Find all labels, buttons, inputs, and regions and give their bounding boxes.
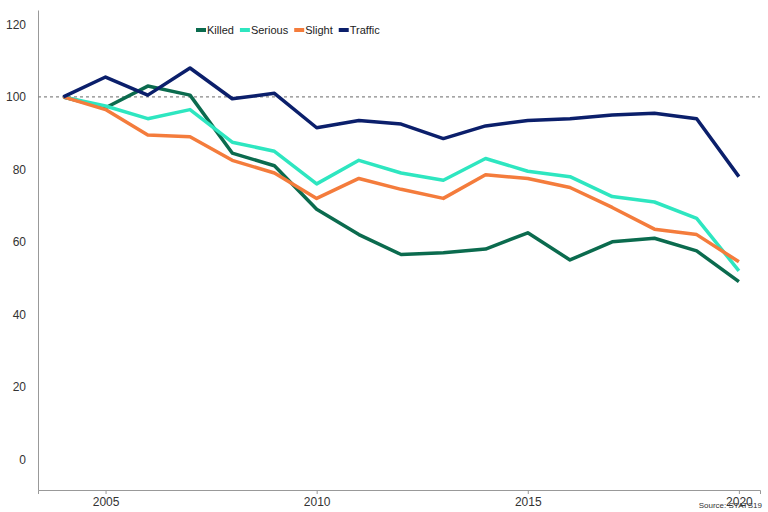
y-tick-label: 60 xyxy=(13,235,27,249)
plot-area xyxy=(38,68,760,282)
legend-label: Serious xyxy=(251,24,289,36)
x-tick: 2005 xyxy=(93,490,120,509)
y-axis: 0 20 40 60 80 100 120 xyxy=(6,11,39,491)
legend-swatch xyxy=(196,28,206,32)
legend-item: Slight xyxy=(294,24,333,36)
legend-label: Traffic xyxy=(350,24,380,36)
x-axis-line xyxy=(39,491,761,495)
y-tick-label: 120 xyxy=(6,18,26,32)
y-tick: 40 xyxy=(13,308,38,322)
legend-item: Serious xyxy=(240,24,289,36)
y-tick: 0 xyxy=(19,453,38,467)
chart: 0204060801001202005201020152020KilledSer… xyxy=(0,0,768,512)
y-tick-label: 20 xyxy=(13,380,27,394)
y-tick-label: 0 xyxy=(19,453,26,467)
y-tick: 120 xyxy=(6,18,38,32)
x-tick-label: 2010 xyxy=(304,495,331,509)
x-tick-label: 2005 xyxy=(93,495,120,509)
legend-swatch xyxy=(339,28,349,32)
source-note: Source: STATS19 xyxy=(699,501,763,510)
reference-line xyxy=(38,96,760,97)
legend-item: Killed xyxy=(196,24,234,36)
x-tick-mark xyxy=(106,490,107,494)
legend-label: Killed xyxy=(207,24,234,36)
y-tick-label: 40 xyxy=(13,308,27,322)
legend-swatch xyxy=(240,28,250,32)
x-tick: 2015 xyxy=(515,490,542,509)
y-tick-label: 80 xyxy=(13,163,27,177)
x-axis: 2005201020152020 xyxy=(39,490,761,509)
x-tick-mark xyxy=(317,490,318,494)
x-tick-mark xyxy=(528,490,529,494)
y-tick: 60 xyxy=(13,235,38,249)
y-tick-label: 100 xyxy=(6,90,26,104)
legend-label: Slight xyxy=(305,24,333,36)
series-line xyxy=(63,68,739,177)
x-tick: 2010 xyxy=(304,490,331,509)
y-axis-line xyxy=(38,11,39,491)
legend: Killed Serious Slight Traffic xyxy=(196,24,380,36)
y-tick: 20 xyxy=(13,380,38,394)
series-line xyxy=(63,97,739,262)
legend-item: Traffic xyxy=(339,24,380,36)
y-tick: 100 xyxy=(6,90,38,104)
x-tick-label: 2015 xyxy=(515,495,542,509)
x-tick-mark xyxy=(739,490,740,494)
legend-swatch xyxy=(294,28,304,32)
y-tick: 80 xyxy=(13,163,38,177)
